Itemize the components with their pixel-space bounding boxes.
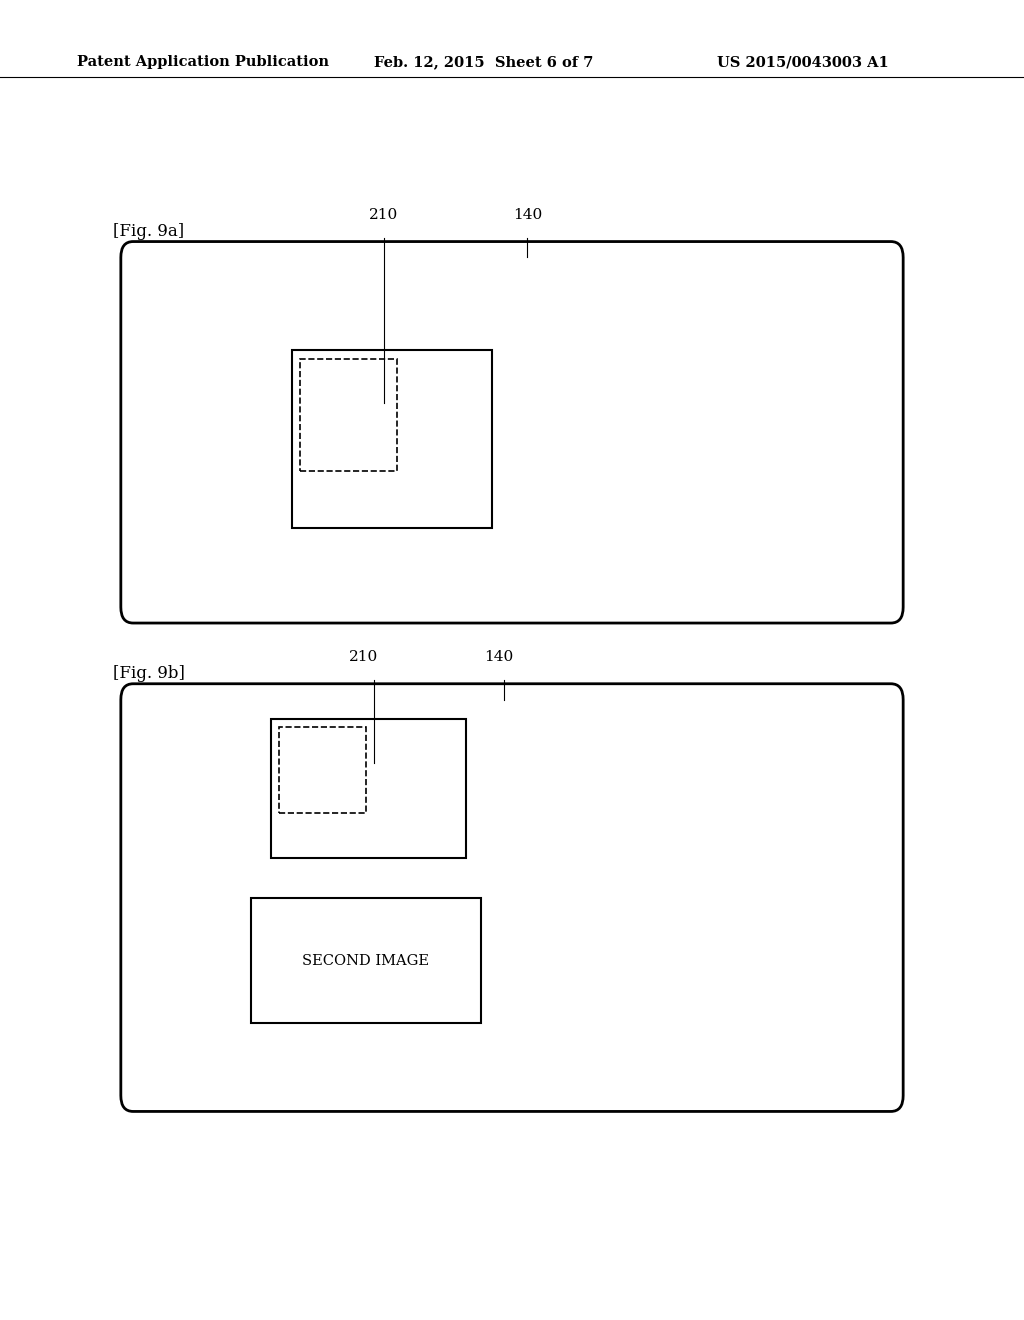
Text: Feb. 12, 2015  Sheet 6 of 7: Feb. 12, 2015 Sheet 6 of 7 [374,55,593,69]
Bar [251,898,481,1023]
Text: Patent Application Publication: Patent Application Publication [77,55,329,69]
Bar [271,719,466,858]
FancyBboxPatch shape [121,684,903,1111]
Bar [279,727,366,813]
Text: 210: 210 [370,207,398,222]
Bar [292,350,492,528]
Text: [Fig. 9a]: [Fig. 9a] [113,223,183,239]
Text: SECOND IMAGE: SECOND IMAGE [302,954,429,968]
Text: [Fig. 9b]: [Fig. 9b] [113,665,184,681]
Text: US 2015/0043003 A1: US 2015/0043003 A1 [717,55,889,69]
Text: 140: 140 [484,649,513,664]
Text: 210: 210 [349,649,378,664]
Text: 140: 140 [513,207,542,222]
FancyBboxPatch shape [121,242,903,623]
Bar [300,359,397,471]
